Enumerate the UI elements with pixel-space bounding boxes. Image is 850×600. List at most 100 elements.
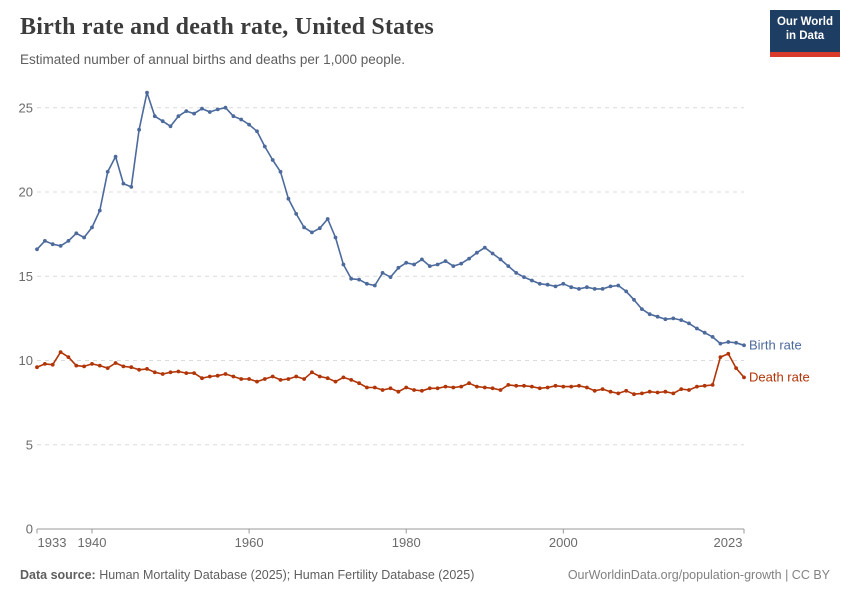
x-axis-label-1940: 1940: [78, 535, 107, 550]
death-rate-point: [608, 389, 613, 394]
birth-rate-point: [97, 208, 102, 213]
y-axis-label-15: 15: [19, 269, 33, 284]
birth-rate-point: [695, 326, 699, 331]
death-rate-point: [585, 385, 589, 390]
birth-rate-point: [137, 127, 142, 132]
birth-rate-point: [702, 330, 707, 335]
death-rate-point: [459, 384, 464, 389]
birth-rate-point: [514, 271, 519, 275]
death-rate-point: [58, 350, 63, 354]
death-rate-point: [365, 385, 369, 390]
birth-rate-point: [467, 256, 471, 261]
birth-rate-point: [113, 154, 118, 159]
birth-rate-point: [357, 277, 361, 282]
death-rate-point: [451, 385, 456, 390]
death-rate-point: [184, 371, 189, 375]
birth-rate-point: [192, 111, 197, 116]
death-rate-point: [679, 387, 684, 391]
death-rate-point: [223, 372, 228, 376]
death-rate-point: [50, 362, 55, 367]
birth-rate-point: [592, 287, 597, 291]
death-rate-point: [152, 370, 157, 375]
death-rate-point: [325, 376, 330, 381]
death-rate-point: [420, 388, 424, 393]
birth-rate-point: [710, 335, 715, 339]
x-axis-label-1980: 1980: [392, 535, 421, 550]
death-rate-point: [333, 379, 338, 384]
death-rate-point: [702, 383, 707, 388]
birth-rate-point: [545, 282, 550, 287]
death-rate-point: [247, 377, 252, 381]
death-rate-point: [129, 365, 134, 370]
birth-rate-point: [687, 321, 691, 326]
chart-subtitle: Estimated number of annual births and de…: [20, 52, 406, 67]
birth-rate-point: [349, 276, 354, 281]
birth-rate-point: [647, 312, 652, 317]
birth-rate-point: [624, 289, 629, 294]
birth-rate-point: [325, 217, 330, 221]
death-rate-point: [569, 384, 574, 389]
death-rate-point: [388, 386, 393, 391]
chart-title: Birth rate and death rate, United States: [20, 14, 434, 40]
birth-rate-point: [482, 245, 487, 250]
death-rate-point: [262, 377, 267, 381]
death-rate-point: [718, 355, 723, 359]
birth-rate-point: [435, 262, 440, 267]
death-rate-point: [655, 390, 660, 395]
birth-rate-point: [663, 317, 668, 322]
y-axis-label-5: 5: [26, 437, 33, 452]
death-rate-point: [66, 355, 71, 359]
birth-rate-point: [58, 244, 63, 248]
death-rate-point: [663, 389, 668, 394]
death-rate-point: [43, 362, 47, 366]
birth-rate-point: [742, 343, 746, 348]
birth-rate-point: [412, 262, 416, 267]
death-rate-point: [113, 361, 118, 365]
birth-rate-point: [608, 284, 613, 289]
birth-rate-point: [286, 196, 291, 201]
death-rate-point: [168, 370, 173, 375]
birth-rate-point: [451, 264, 456, 268]
birth-rate-point: [184, 109, 189, 113]
owid-logo-line1: Our World: [776, 16, 833, 28]
birth-rate-point: [152, 114, 157, 119]
death-rate-point: [624, 388, 629, 393]
death-rate-point: [506, 383, 511, 387]
death-rate-point: [553, 383, 558, 388]
x-axis-label-1960: 1960: [235, 535, 264, 550]
birth-rate-point: [443, 259, 448, 263]
birth-rate-point: [66, 239, 71, 243]
death-rate-point: [498, 388, 503, 392]
birth-rate-line: [36, 91, 745, 347]
birth-rate-point: [176, 114, 181, 119]
x-axis-label-2000: 2000: [549, 535, 578, 550]
owid-logo-line2: in Data: [785, 30, 825, 42]
birth-rate-point: [50, 242, 55, 247]
death-rate-point: [632, 392, 636, 397]
birth-rate-point: [365, 281, 369, 286]
birth-rate-point: [530, 278, 534, 283]
death-rate-point: [215, 373, 220, 378]
birth-rate-point: [380, 271, 385, 275]
birth-rate-point: [341, 262, 346, 267]
death-rate-point: [121, 364, 126, 369]
credit-link[interactable]: OurWorldinData.org/population-growth | C…: [567, 568, 830, 582]
birth-rate-point: [294, 212, 299, 216]
birth-rate-point: [129, 185, 134, 189]
death-rate-point: [90, 362, 94, 366]
death-rate-point: [530, 384, 534, 389]
birth-rate-point: [317, 226, 322, 231]
birth-rate-point: [404, 260, 409, 265]
birth-rate-point: [239, 117, 244, 122]
death-rate-point: [592, 388, 597, 393]
death-rate-point: [145, 367, 149, 371]
birth-rate-point: [616, 283, 621, 288]
birth-rate-point: [82, 235, 86, 240]
death-rate-point: [341, 375, 346, 380]
death-rate-point: [231, 374, 236, 379]
birth-rate-point: [121, 181, 126, 186]
death-rate-point: [467, 381, 471, 386]
death-rate-point: [278, 378, 283, 382]
death-rate-point: [537, 386, 542, 391]
birth-rate-point: [427, 264, 432, 268]
